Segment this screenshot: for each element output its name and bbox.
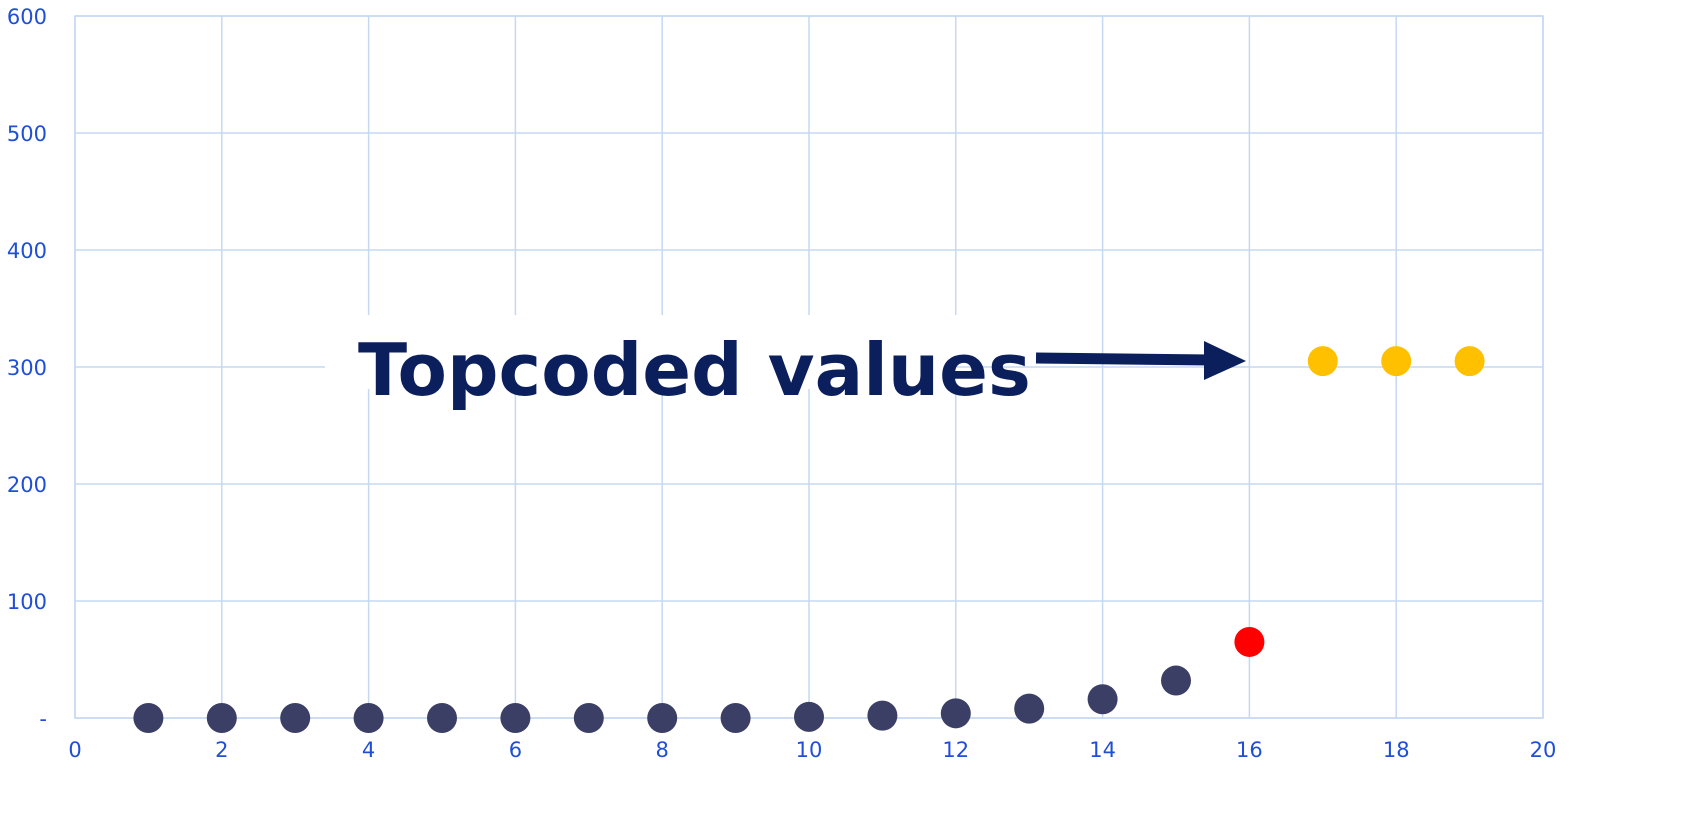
regular-data-point bbox=[794, 701, 824, 732]
regular-data-point bbox=[867, 700, 898, 731]
y-tick-label: 100 bbox=[7, 590, 47, 614]
y-tick-label: 300 bbox=[7, 356, 47, 380]
regular-data-point bbox=[133, 703, 164, 733]
regular-data-point bbox=[940, 698, 971, 729]
x-tick-label: 12 bbox=[942, 738, 969, 762]
regular-data-point bbox=[1161, 665, 1191, 696]
x-tick-label: 16 bbox=[1236, 738, 1263, 762]
topcoded-data-point bbox=[1381, 346, 1412, 377]
x-tick-label: 6 bbox=[509, 738, 522, 762]
y-tick-label: - bbox=[39, 707, 47, 731]
highlight-data-point bbox=[1234, 626, 1265, 657]
regular-data-point bbox=[1014, 693, 1045, 724]
regular-data-point bbox=[720, 703, 751, 733]
regular-data-point bbox=[427, 703, 457, 733]
y-tick-label: 500 bbox=[7, 122, 47, 146]
x-tick-label: 20 bbox=[1530, 738, 1557, 762]
x-tick-label: 4 bbox=[362, 738, 375, 762]
x-tick-label: 18 bbox=[1383, 738, 1410, 762]
regular-data-point bbox=[1087, 684, 1118, 715]
annotation: Topcoded values bbox=[325, 315, 1246, 412]
regular-data-point bbox=[206, 703, 237, 733]
regular-data-point bbox=[353, 703, 384, 733]
annotation-arrow bbox=[1035, 341, 1246, 380]
regular-data-point bbox=[573, 703, 604, 733]
data-points bbox=[133, 346, 1485, 733]
regular-data-point bbox=[500, 703, 531, 733]
x-tick-label: 8 bbox=[656, 738, 669, 762]
y-tick-label: 200 bbox=[7, 473, 47, 497]
y-tick-label: 400 bbox=[7, 239, 47, 263]
annotation-background bbox=[325, 315, 957, 389]
regular-data-point bbox=[647, 703, 678, 733]
topcoded-data-point bbox=[1307, 346, 1338, 377]
topcoded-data-point bbox=[1454, 346, 1485, 377]
regular-data-point bbox=[280, 703, 311, 733]
x-tick-label: 0 bbox=[68, 738, 81, 762]
y-tick-label: 600 bbox=[7, 5, 47, 29]
x-tick-label: 2 bbox=[215, 738, 228, 762]
tick-labels: 0 2 4 6 8 10 12 14 16 18 20 - 100 200 300 400 500 600 bbox=[7, 5, 1556, 762]
x-tick-label: 14 bbox=[1089, 738, 1116, 762]
x-tick-label: 10 bbox=[796, 738, 823, 762]
annotation-label: Topcoded values bbox=[358, 328, 1031, 412]
